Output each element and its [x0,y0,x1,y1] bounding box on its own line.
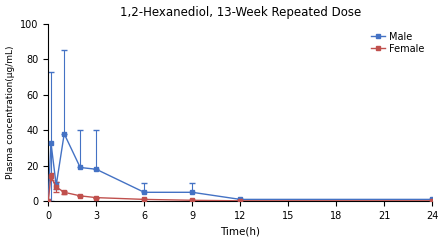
Title: 1,2-Hexanediol, 13-Week Repeated Dose: 1,2-Hexanediol, 13-Week Repeated Dose [119,6,361,19]
Female [430,199,435,202]
Female [48,175,54,178]
Female [62,191,67,194]
Male [46,200,51,203]
Female [238,199,243,202]
Y-axis label: Plasma concentration(µg/mL): Plasma concentration(µg/mL) [6,46,15,179]
Male [48,141,54,144]
Line: Male: Male [46,131,435,204]
Female [94,196,99,199]
Male [430,198,435,201]
Female [142,198,147,201]
Male [142,191,147,194]
Female [46,200,51,203]
Legend: Male, Female: Male, Female [368,29,428,57]
Male [238,198,243,201]
Female [78,194,83,197]
X-axis label: Time(h): Time(h) [220,227,260,236]
Female [190,199,195,202]
Female [54,186,59,189]
Male [94,168,99,171]
Male [190,191,195,194]
Male [78,166,83,169]
Male [62,132,67,135]
Male [54,184,59,187]
Line: Female: Female [46,174,435,204]
